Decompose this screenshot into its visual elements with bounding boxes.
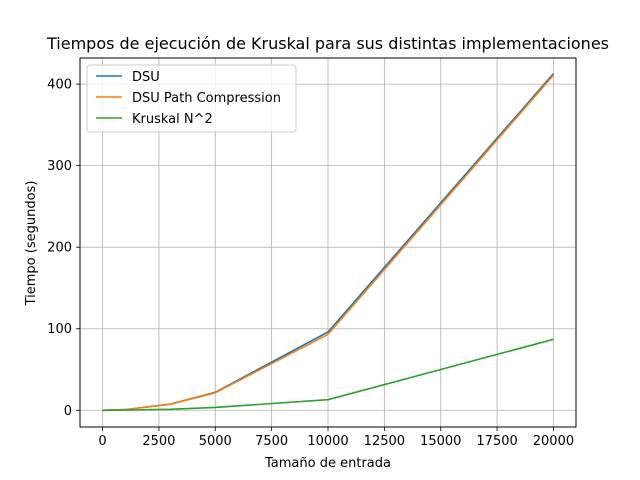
y-tick-label: 400 <box>47 78 72 93</box>
x-tick-label: 17500 <box>476 434 517 449</box>
x-tick-label: 7500 <box>255 434 288 449</box>
x-axis-label: Tamaño de entrada <box>264 456 391 471</box>
legend-label: DSU <box>132 70 160 85</box>
y-tick-label: 0 <box>64 404 72 419</box>
legend-box <box>86 64 297 133</box>
legend: DSU DSU Path Compression Kruskal N^2 <box>86 64 297 133</box>
x-tick-label: 10000 <box>307 434 348 449</box>
series-lines <box>102 72 555 412</box>
y-tick-label: 200 <box>47 241 72 256</box>
x-tick-label: 5000 <box>199 434 232 449</box>
chart-title: Tiempos de ejecución de Kruskal para sus… <box>46 34 609 53</box>
x-tick-label: 15000 <box>420 434 461 449</box>
y-tick-label: 300 <box>47 159 72 174</box>
x-tick-label: 2500 <box>142 434 175 449</box>
axis-ticks: 0 2500 5000 7500 10000 12500 15000 17500 20000 0 1… <box>47 78 574 449</box>
y-tick-label: 100 <box>47 322 72 337</box>
x-tick-label: 12500 <box>364 434 405 449</box>
x-tick-label: 20000 <box>533 434 574 449</box>
y-axis-label: Tiempo (segundos) <box>24 181 39 307</box>
legend-label: Kruskal N^2 <box>132 112 213 127</box>
series-line-2 <box>102 338 554 412</box>
x-tick-label: 0 <box>98 434 106 449</box>
legend-label: DSU Path Compression <box>132 91 281 106</box>
